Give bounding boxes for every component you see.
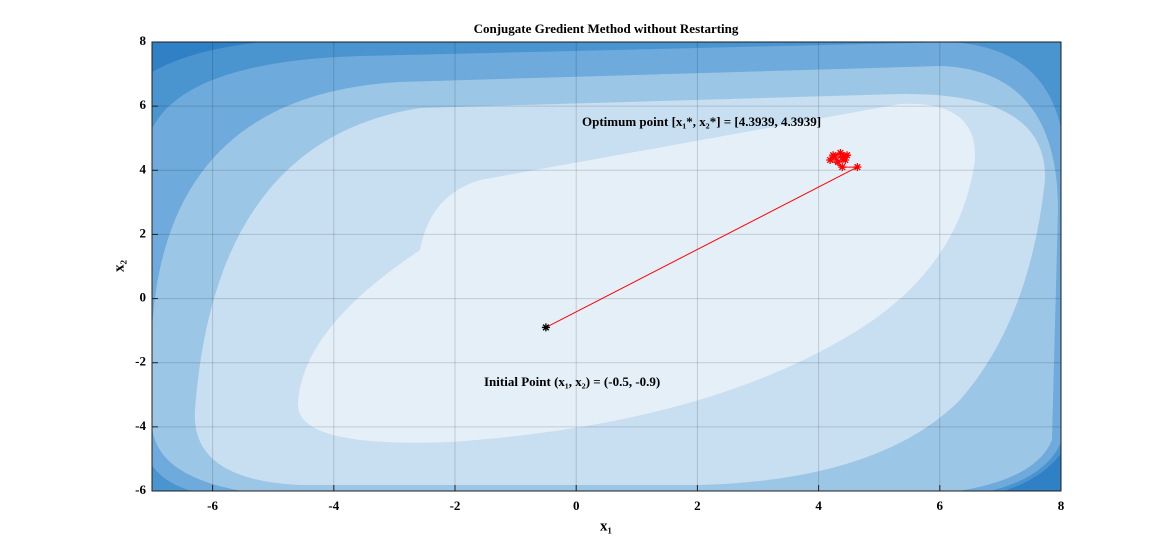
y-tick-label: 2 — [140, 225, 147, 240]
x-tick-label: 2 — [694, 498, 701, 513]
point-marker — [838, 163, 847, 172]
y-axis-label: x₂ — [111, 260, 127, 273]
y-tick-label: 6 — [140, 97, 147, 112]
y-tick-label: -6 — [135, 482, 146, 497]
x-axis-label: x₁ — [600, 518, 612, 534]
annotation: Optimum point [x₁*, x₂*] = [4.3939, 4.39… — [582, 114, 821, 129]
x-tick-label: -2 — [450, 498, 461, 513]
y-tick-label: 8 — [140, 33, 147, 48]
x-tick-label: -4 — [328, 498, 339, 513]
y-tick-label: 4 — [140, 161, 147, 176]
contours — [152, 42, 1061, 491]
point-marker — [541, 323, 550, 332]
x-tick-label: 0 — [573, 498, 580, 513]
point-marker — [843, 151, 852, 160]
y-tick-label: -2 — [135, 354, 146, 369]
point-marker — [838, 153, 847, 162]
point-marker — [853, 163, 862, 172]
x-tick-label: -6 — [207, 498, 218, 513]
point-marker — [836, 148, 845, 157]
annotation: Initial Point (x₁, x₂) = (-0.5, -0.9) — [484, 374, 660, 389]
x-tick-label: 8 — [1058, 498, 1065, 513]
y-tick-label: -4 — [135, 418, 146, 433]
contour-band — [298, 103, 976, 443]
x-tick-label: 4 — [815, 498, 822, 513]
x-tick-label: 6 — [937, 498, 944, 513]
plot-frame — [151, 41, 1062, 492]
point-marker — [833, 157, 842, 166]
point-marker — [830, 153, 839, 162]
point-marker — [826, 156, 835, 165]
chart-title: Conjugate Gredient Method without Restar… — [474, 21, 739, 36]
y-tick-label: 0 — [140, 290, 147, 305]
